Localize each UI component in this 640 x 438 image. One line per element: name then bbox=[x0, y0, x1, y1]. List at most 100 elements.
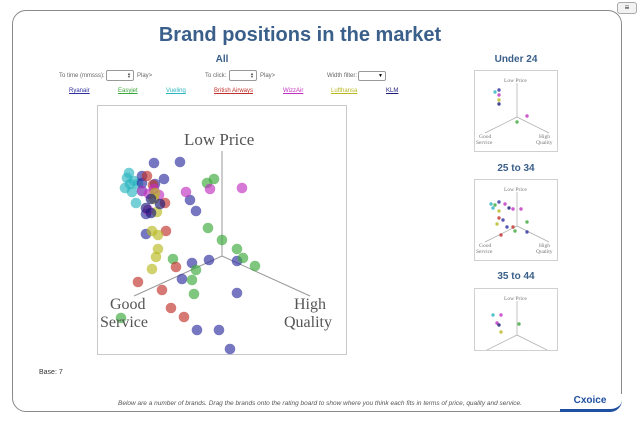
brand-point-british-airways[interactable] bbox=[156, 284, 168, 296]
brand-link-vueling[interactable]: Vueling bbox=[166, 88, 186, 94]
axis-label-high: High bbox=[294, 296, 326, 313]
brand-point-easyjet[interactable] bbox=[202, 222, 214, 234]
time-play-button[interactable]: Play> bbox=[137, 73, 153, 79]
brand-point-easyjet[interactable] bbox=[167, 253, 179, 265]
brand-point-british-airways[interactable] bbox=[132, 276, 144, 288]
axis-label-quality: Quality bbox=[284, 314, 332, 331]
brand-link-lufthansa[interactable]: Lufthansa bbox=[331, 88, 358, 94]
time-label: To time (mmsss): bbox=[59, 73, 105, 79]
mini-brand-point bbox=[497, 93, 501, 97]
brand-point-easyjet[interactable] bbox=[188, 288, 200, 300]
brand-point-vueling[interactable] bbox=[126, 186, 138, 198]
rating-board-chart[interactable]: Low Price Good Service High Quality bbox=[98, 106, 348, 356]
mini-brand-point bbox=[507, 206, 511, 210]
brand-point-klm[interactable] bbox=[145, 207, 157, 219]
mini-brand-point bbox=[519, 207, 523, 211]
mini-brand-point bbox=[491, 313, 495, 317]
mini-axis-label: Quality bbox=[536, 140, 553, 146]
mini-brand-point bbox=[499, 330, 503, 334]
brand-point-klm[interactable] bbox=[145, 193, 157, 205]
brand-link-easyjet[interactable]: Easyjet bbox=[118, 88, 138, 94]
mini-title-35-to-44: 35 to 44 bbox=[497, 271, 535, 282]
brand-point-ryanair[interactable] bbox=[224, 343, 236, 355]
axis-label-service: Service bbox=[100, 314, 148, 331]
brand-point-easyjet[interactable] bbox=[249, 260, 261, 272]
brand-point-klm[interactable] bbox=[154, 198, 166, 210]
mini-brand-point bbox=[493, 90, 497, 94]
mini-brand-point bbox=[493, 203, 497, 207]
brand-point-wizzair[interactable] bbox=[204, 183, 216, 195]
mini-brand-point bbox=[497, 102, 501, 106]
brand-point-ryanair[interactable] bbox=[191, 324, 203, 336]
brand-point-lufthansa[interactable] bbox=[146, 263, 158, 275]
brand-link-wizzair[interactable]: WizzAir bbox=[283, 88, 304, 94]
brand-point-ryanair[interactable] bbox=[148, 157, 160, 169]
brand-point-vueling[interactable] bbox=[124, 178, 136, 190]
mini-brand-point bbox=[503, 202, 507, 206]
mini-brand-point bbox=[525, 230, 529, 234]
width-filter-select[interactable]: ▼ bbox=[358, 71, 386, 81]
brand-point-easyjet[interactable] bbox=[237, 252, 249, 264]
brand-point-vueling[interactable] bbox=[130, 197, 142, 209]
mini-axis-label: High bbox=[539, 243, 550, 249]
brand-point-ryanair[interactable] bbox=[231, 287, 243, 299]
click-play-button[interactable]: Play> bbox=[260, 73, 276, 79]
spinner-icon[interactable]: ▲ ▼ bbox=[250, 71, 254, 79]
mini-brand-point bbox=[499, 313, 503, 317]
brand-link-klm[interactable]: KLM bbox=[386, 88, 399, 94]
brand-point-lufthansa[interactable] bbox=[152, 229, 164, 241]
brand-point-wizzair[interactable] bbox=[236, 182, 248, 194]
brand-point-easyjet[interactable] bbox=[216, 234, 228, 246]
menu-button[interactable]: ≡ bbox=[617, 2, 637, 14]
brand-point-lufthansa[interactable] bbox=[152, 243, 164, 255]
instructions-text: Below are a number of brands. Drag the b… bbox=[118, 400, 522, 407]
brand-point-british-airways[interactable] bbox=[141, 170, 153, 182]
brand-point-british-airways[interactable] bbox=[160, 225, 172, 237]
spinner-icon[interactable]: ▲ ▼ bbox=[127, 71, 131, 79]
mini-axis-line bbox=[484, 116, 518, 134]
rating-board[interactable]: Low Price Good Service High Quality bbox=[97, 105, 347, 355]
mini-axis-line bbox=[516, 334, 548, 350]
axis-label-low-price: Low Price bbox=[184, 130, 254, 149]
brand-link-ryanair[interactable]: Ryanair bbox=[69, 88, 90, 94]
mini-brand-point bbox=[513, 229, 517, 233]
width-filter-label: Width filter: bbox=[327, 73, 358, 79]
brand-point-ryanair[interactable] bbox=[190, 205, 202, 217]
brand-point-lufthansa[interactable] bbox=[150, 251, 162, 263]
mini-axis-line bbox=[516, 225, 550, 243]
mini-axis-label: Low Price bbox=[504, 187, 527, 193]
brand-point-british-airways[interactable] bbox=[170, 261, 182, 273]
mini-axis-label: Good bbox=[479, 134, 491, 140]
base-count: Base: 7 bbox=[39, 369, 63, 376]
brand-point-easyjet[interactable] bbox=[115, 312, 127, 324]
time-input[interactable]: ▲ ▼ bbox=[106, 70, 134, 81]
brand-point-british-airways[interactable] bbox=[165, 302, 177, 314]
brand-point-wizzair[interactable] bbox=[180, 186, 192, 198]
brand-point-easyjet[interactable] bbox=[231, 243, 243, 255]
click-input[interactable]: ▲ ▼ bbox=[229, 70, 257, 81]
mini-brand-point bbox=[497, 98, 501, 102]
mini-axis-label: Good bbox=[479, 243, 491, 249]
cxoice-logo: Cxoice bbox=[560, 394, 622, 412]
brand-link-british-airways[interactable]: British Airways bbox=[214, 88, 254, 94]
brand-point-ryanair[interactable] bbox=[176, 273, 188, 285]
brand-points[interactable] bbox=[115, 156, 261, 355]
brand-point-ryanair[interactable] bbox=[203, 254, 215, 266]
mini-axis-line bbox=[516, 116, 550, 134]
mini-brand-point bbox=[497, 323, 501, 327]
brand-point-easyjet[interactable] bbox=[186, 274, 198, 286]
mini-axis-label: High bbox=[539, 134, 550, 140]
all-respondents-label: All bbox=[215, 54, 229, 65]
brand-point-british-airways[interactable] bbox=[178, 311, 190, 323]
brand-point-ryanair[interactable] bbox=[213, 324, 225, 336]
brand-point-ryanair[interactable] bbox=[174, 156, 186, 168]
mini-axis-label: Quality bbox=[536, 249, 553, 255]
brand-point-ryanair[interactable] bbox=[184, 194, 196, 206]
mini-brand-point bbox=[525, 114, 529, 118]
brand-point-ryanair[interactable] bbox=[158, 173, 170, 185]
mini-axis-line bbox=[486, 334, 518, 350]
brand-point-easyjet[interactable] bbox=[190, 264, 202, 276]
